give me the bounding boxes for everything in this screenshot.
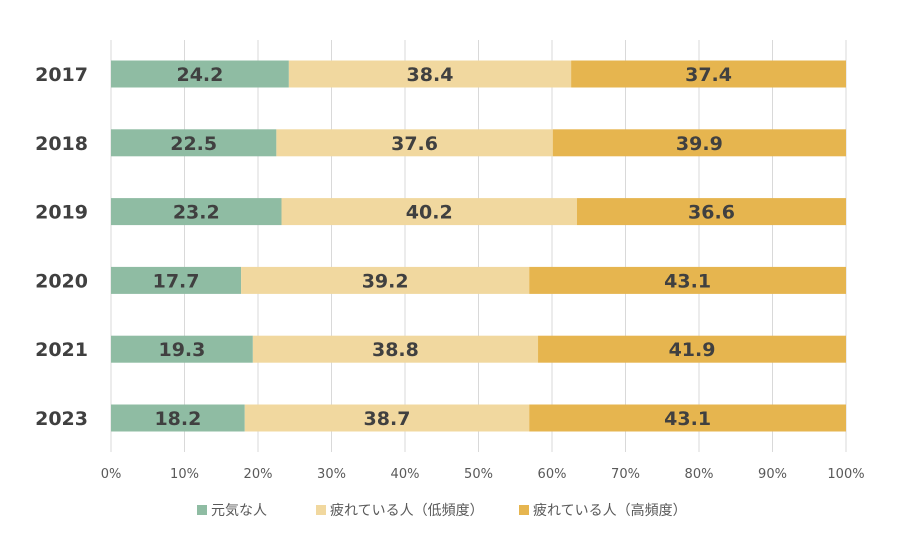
x-tick-label: 30% [317, 467, 346, 482]
category-label: 2018 [35, 133, 88, 155]
data-label: 39.9 [676, 133, 723, 155]
legend-item: 元気な人 [197, 503, 267, 519]
data-label: 39.2 [362, 270, 409, 292]
chart-container: 24.2 38.4 37.4 22.5 37.6 39.9 23.2 40.2 36.6 17.7… [0, 0, 904, 546]
category-label: 2021 [35, 339, 88, 361]
data-label: 37.6 [391, 133, 438, 155]
data-label: 38.4 [407, 64, 454, 86]
category-label: 2019 [35, 202, 88, 224]
category-labels: 2017 2018 2019 2020 2021 2023 [35, 64, 88, 430]
data-label: 37.4 [685, 64, 732, 86]
x-tick-label: 70% [611, 467, 640, 482]
x-tick-label: 40% [391, 467, 420, 482]
x-tick-label: 90% [758, 467, 787, 482]
x-tick-label: 10% [170, 467, 199, 482]
data-label: 22.5 [170, 133, 217, 155]
x-axis-ticks: 0% 10% 20% 30% 40% 50% 60% 70% 80% 90% 100% [101, 467, 865, 482]
data-label: 38.8 [372, 339, 419, 361]
gridlines [111, 40, 846, 452]
category-label: 2020 [35, 270, 88, 292]
legend-label: 疲れている人（高頻度） [533, 502, 687, 519]
category-label: 2017 [35, 64, 88, 86]
legend-label: 疲れている人（低頻度） [330, 502, 484, 519]
x-tick-label: 20% [244, 467, 273, 482]
legend-swatch [316, 505, 326, 515]
legend-item: 疲れている人（高頻度） [519, 502, 687, 519]
x-tick-label: 100% [827, 467, 864, 482]
data-label: 36.6 [688, 202, 735, 224]
data-labels: 24.2 38.4 37.4 22.5 37.6 39.9 23.2 40.2 36.6 17.7… [153, 64, 735, 430]
legend-item: 疲れている人（低頻度） [316, 502, 484, 519]
data-label: 18.2 [154, 408, 201, 430]
data-label: 43.1 [664, 408, 711, 430]
data-label: 17.7 [153, 270, 200, 292]
data-label: 19.3 [158, 339, 205, 361]
data-label: 24.2 [176, 64, 223, 86]
legend-label: 元気な人 [211, 503, 267, 519]
x-tick-label: 80% [685, 467, 714, 482]
legend-swatch [197, 505, 207, 515]
legend: 元気な人 疲れている人（低頻度） 疲れている人（高頻度） [197, 502, 687, 519]
category-label: 2023 [35, 408, 88, 430]
data-label: 41.9 [669, 339, 716, 361]
x-tick-label: 50% [464, 467, 493, 482]
data-label: 40.2 [406, 202, 453, 224]
x-tick-label: 60% [538, 467, 567, 482]
data-label: 23.2 [173, 202, 220, 224]
data-label: 43.1 [664, 270, 711, 292]
stacked-bar-chart: 24.2 38.4 37.4 22.5 37.6 39.9 23.2 40.2 36.6 17.7… [0, 0, 904, 546]
data-label: 38.7 [364, 408, 411, 430]
x-tick-label: 0% [101, 467, 122, 482]
legend-swatch [519, 505, 529, 515]
